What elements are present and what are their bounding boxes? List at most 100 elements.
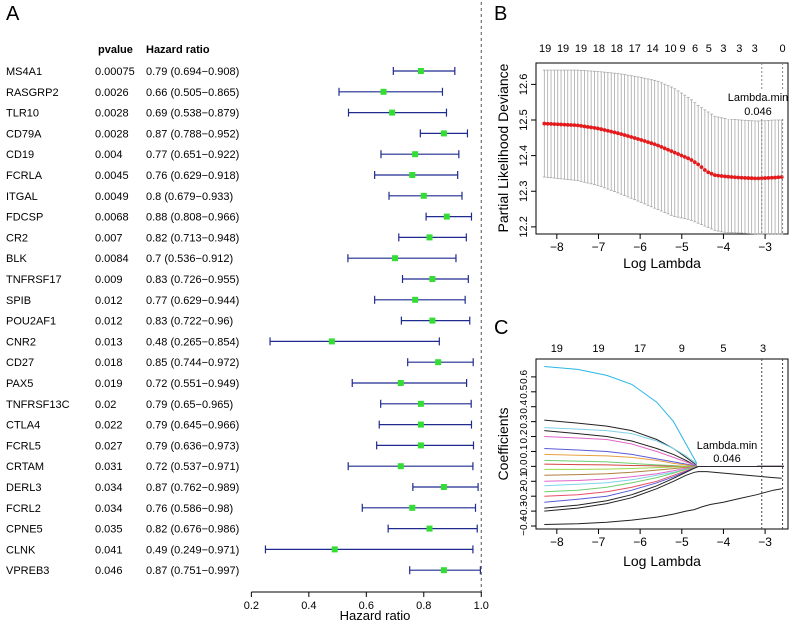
y-tick-label: 0.2 bbox=[519, 429, 530, 443]
coefficient-path bbox=[544, 427, 784, 467]
deviance-point bbox=[756, 176, 761, 181]
hr-ci-label: 0.87 (0.751−0.997) bbox=[146, 565, 239, 577]
deviance-point bbox=[763, 176, 767, 180]
top-count-label: 19 bbox=[592, 343, 604, 355]
coefficient-path bbox=[544, 465, 784, 497]
deviance-point bbox=[753, 176, 757, 181]
y-tick-label: 12.2 bbox=[518, 216, 530, 237]
y-tick-label: 0.4 bbox=[519, 399, 530, 413]
x-tick-label: −6 bbox=[633, 240, 647, 254]
hr-point bbox=[440, 567, 447, 574]
hr-point bbox=[412, 296, 419, 303]
deviance-point bbox=[542, 121, 547, 126]
hr-point bbox=[331, 546, 338, 553]
pvalue-label: 0.0049 bbox=[95, 191, 129, 203]
pvalue-label: 0.018 bbox=[95, 357, 123, 369]
x-tick-label: −4 bbox=[717, 240, 731, 254]
c-ylabel: Coefficients bbox=[495, 408, 511, 481]
gene-label: CRTAM bbox=[6, 461, 44, 473]
gene-label: FCRLA bbox=[6, 170, 43, 182]
hr-ci-label: 0.82 (0.676−0.986) bbox=[146, 524, 239, 536]
pvalue-label: 0.02 bbox=[95, 399, 116, 411]
deviance-point bbox=[642, 139, 647, 143]
top-count-label: 3 bbox=[736, 43, 742, 55]
top-count-label: 17 bbox=[634, 343, 646, 355]
gene-label: CNR2 bbox=[6, 336, 36, 348]
x-tick-label: −3 bbox=[758, 535, 772, 549]
x-tick-label: 0.8 bbox=[416, 600, 431, 612]
hr-point bbox=[392, 255, 399, 262]
panel-label-b: B bbox=[494, 3, 507, 25]
coefficient-path bbox=[544, 366, 784, 467]
hr-point bbox=[328, 338, 335, 345]
hr-point bbox=[417, 400, 424, 407]
hr-point bbox=[409, 172, 416, 178]
deviance-point bbox=[549, 122, 553, 126]
x-tick-label: −5 bbox=[675, 240, 689, 254]
lambda-min-annotation: Lambda.min bbox=[697, 440, 758, 452]
deviance-point bbox=[545, 121, 550, 126]
hr-point bbox=[397, 463, 404, 470]
y-tick-label: 12.4 bbox=[518, 145, 530, 166]
hr-point bbox=[409, 504, 416, 511]
coefficient-path bbox=[544, 419, 784, 467]
hr-ci-label: 0.79 (0.636−0.973) bbox=[146, 440, 239, 452]
deviance-point bbox=[615, 131, 620, 136]
top-count-label: 19 bbox=[539, 43, 551, 55]
deviance-point bbox=[716, 173, 721, 178]
gene-label: PAX5 bbox=[6, 378, 33, 390]
gene-label: TLR10 bbox=[6, 108, 39, 120]
deviance-point bbox=[686, 156, 691, 161]
deviance-point bbox=[682, 155, 687, 159]
deviance-point bbox=[599, 127, 604, 132]
pvalue-label: 0.046 bbox=[95, 565, 123, 577]
hr-ci-label: 0.7 (0.536−0.912) bbox=[146, 253, 233, 265]
deviance-point bbox=[696, 162, 701, 167]
hr-ci-label: 0.88 (0.808−0.966) bbox=[146, 212, 239, 224]
y-tick-label: −0.4 bbox=[519, 516, 530, 536]
pvalue-label: 0.009 bbox=[95, 274, 123, 286]
gene-label: SPIB bbox=[6, 295, 31, 307]
hr-ci-label: 0.79 (0.694−0.908) bbox=[146, 66, 239, 78]
pvalue-label: 0.019 bbox=[95, 378, 123, 390]
deviance-point bbox=[719, 174, 724, 178]
deviance-point bbox=[709, 171, 714, 176]
gene-label: FDCSP bbox=[6, 212, 43, 224]
hr-ci-label: 0.85 (0.744−0.972) bbox=[146, 357, 239, 369]
hr-ci-label: 0.83 (0.722−0.96) bbox=[146, 316, 233, 328]
hazard-ratio-header: Hazard ratio bbox=[146, 44, 210, 56]
hr-point bbox=[380, 88, 387, 95]
cv-deviance-plot: Lambda.min 0.046 −8 −7 −6 −5 −4 −3 12.2 12.3 12.4 1… bbox=[495, 43, 789, 271]
deviance-point bbox=[579, 123, 584, 128]
hr-ci-label: 0.48 (0.265−0.854) bbox=[146, 336, 239, 348]
top-count-label: 14 bbox=[647, 43, 659, 55]
hr-ci-label: 0.66 (0.505−0.865) bbox=[146, 87, 239, 99]
deviance-point bbox=[733, 175, 737, 180]
c-xlabel: Log Lambda bbox=[623, 553, 701, 569]
top-count-label: 9 bbox=[680, 43, 686, 55]
pvalue-label: 0.0026 bbox=[95, 87, 129, 99]
x-tick-label: 0.6 bbox=[359, 600, 374, 612]
pvalue-label: 0.0028 bbox=[95, 108, 129, 120]
top-count-label: 19 bbox=[551, 343, 563, 355]
deviance-point bbox=[589, 125, 594, 130]
top-count-label: 18 bbox=[611, 43, 623, 55]
gene-label: BLK bbox=[6, 253, 27, 265]
deviance-point bbox=[609, 129, 614, 134]
lambda-min-value: 0.046 bbox=[744, 106, 772, 118]
pvalue-label: 0.031 bbox=[95, 461, 123, 473]
deviance-point bbox=[559, 122, 563, 127]
deviance-point bbox=[585, 125, 590, 129]
b-xlabel: Log Lambda bbox=[623, 255, 701, 271]
hr-point bbox=[440, 130, 447, 137]
deviance-point bbox=[746, 176, 751, 180]
hr-point bbox=[426, 525, 433, 532]
hr-point bbox=[440, 484, 447, 490]
deviance-point bbox=[776, 175, 781, 180]
deviance-point bbox=[636, 137, 640, 141]
hr-point bbox=[426, 234, 433, 241]
deviance-point bbox=[679, 153, 684, 158]
hr-ci-label: 0.77 (0.629−0.944) bbox=[146, 295, 239, 307]
deviance-point bbox=[736, 175, 741, 180]
